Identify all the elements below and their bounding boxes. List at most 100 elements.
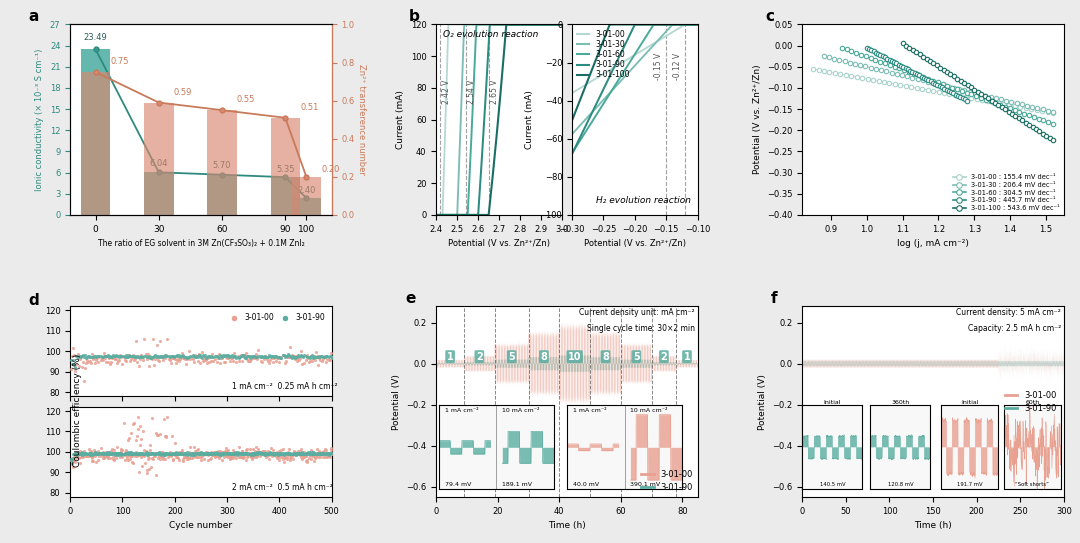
Point xyxy=(315,446,333,455)
Point xyxy=(216,358,233,367)
Point xyxy=(164,456,181,465)
Point xyxy=(207,448,225,457)
Point xyxy=(322,349,339,357)
Bar xyxy=(270,118,300,215)
Point xyxy=(292,451,309,459)
Point xyxy=(82,358,99,367)
Point xyxy=(198,447,215,456)
Point xyxy=(161,451,178,459)
Point xyxy=(316,351,334,360)
Point xyxy=(225,454,242,463)
Point xyxy=(83,450,100,458)
Point xyxy=(66,351,83,359)
Point xyxy=(235,351,253,359)
Point xyxy=(66,453,83,462)
Point xyxy=(153,450,171,458)
Text: 5.70: 5.70 xyxy=(213,161,231,171)
Point xyxy=(206,452,224,461)
Point xyxy=(208,450,226,459)
Point xyxy=(72,352,90,361)
Point xyxy=(90,455,107,464)
Point xyxy=(276,357,294,365)
Text: H₂ evolution reaction: H₂ evolution reaction xyxy=(596,197,691,205)
Point xyxy=(311,451,328,459)
3-01-60 xyxy=(648,21,661,28)
Point xyxy=(231,352,248,361)
Point xyxy=(94,356,111,364)
Point xyxy=(247,449,265,458)
Point xyxy=(217,352,234,361)
Point xyxy=(280,449,297,458)
Point xyxy=(284,352,301,361)
Point xyxy=(248,448,266,457)
Point xyxy=(156,450,173,458)
Point xyxy=(64,456,81,464)
3-01-30 xyxy=(680,21,693,28)
Point xyxy=(244,450,261,459)
Point xyxy=(81,452,98,460)
Point xyxy=(298,351,315,359)
Point xyxy=(308,449,325,458)
Point xyxy=(103,450,120,458)
Point xyxy=(238,348,255,357)
Point xyxy=(64,359,81,368)
Point xyxy=(320,452,337,460)
Point xyxy=(231,452,248,461)
Point xyxy=(195,449,213,457)
Point xyxy=(208,452,226,460)
Point xyxy=(255,353,272,362)
Point xyxy=(137,447,154,456)
Point xyxy=(119,448,136,457)
Point xyxy=(210,353,227,362)
Point xyxy=(233,351,251,359)
Point xyxy=(154,449,172,458)
3-01-100 xyxy=(691,21,704,28)
Point xyxy=(113,352,131,361)
Point xyxy=(322,449,339,457)
Point xyxy=(308,451,325,460)
Point xyxy=(246,449,264,457)
Point xyxy=(245,450,262,458)
Point xyxy=(272,354,289,363)
Point xyxy=(323,445,340,454)
Point xyxy=(315,450,333,458)
Point xyxy=(108,351,125,359)
Point xyxy=(260,450,278,459)
Text: 2.54 V: 2.54 V xyxy=(467,80,475,104)
Point xyxy=(225,446,242,454)
Point xyxy=(97,449,114,457)
Point xyxy=(193,453,211,462)
Point xyxy=(301,451,319,459)
Point xyxy=(135,451,152,460)
Point xyxy=(239,445,256,454)
Point xyxy=(211,451,228,460)
Point xyxy=(113,446,131,454)
Point xyxy=(71,450,89,459)
Point xyxy=(191,449,208,458)
Point xyxy=(284,351,301,360)
Point xyxy=(99,351,117,359)
3-01-00 xyxy=(640,45,653,51)
Point xyxy=(293,445,310,454)
Point xyxy=(201,449,218,458)
Point xyxy=(78,356,95,364)
Point xyxy=(194,449,212,458)
Point xyxy=(219,351,237,359)
Point xyxy=(312,351,329,360)
Point xyxy=(316,444,334,453)
Point xyxy=(68,449,85,457)
Point xyxy=(310,450,327,458)
Point xyxy=(141,449,159,458)
Point xyxy=(107,450,124,459)
Point xyxy=(287,450,305,458)
Point xyxy=(177,353,194,362)
Point xyxy=(145,360,162,369)
Point xyxy=(111,449,129,457)
Point xyxy=(177,449,194,458)
Point xyxy=(91,449,108,458)
Point xyxy=(158,352,175,361)
Point xyxy=(322,444,339,453)
Point xyxy=(68,352,85,361)
Point xyxy=(194,451,212,459)
Point xyxy=(99,452,117,460)
